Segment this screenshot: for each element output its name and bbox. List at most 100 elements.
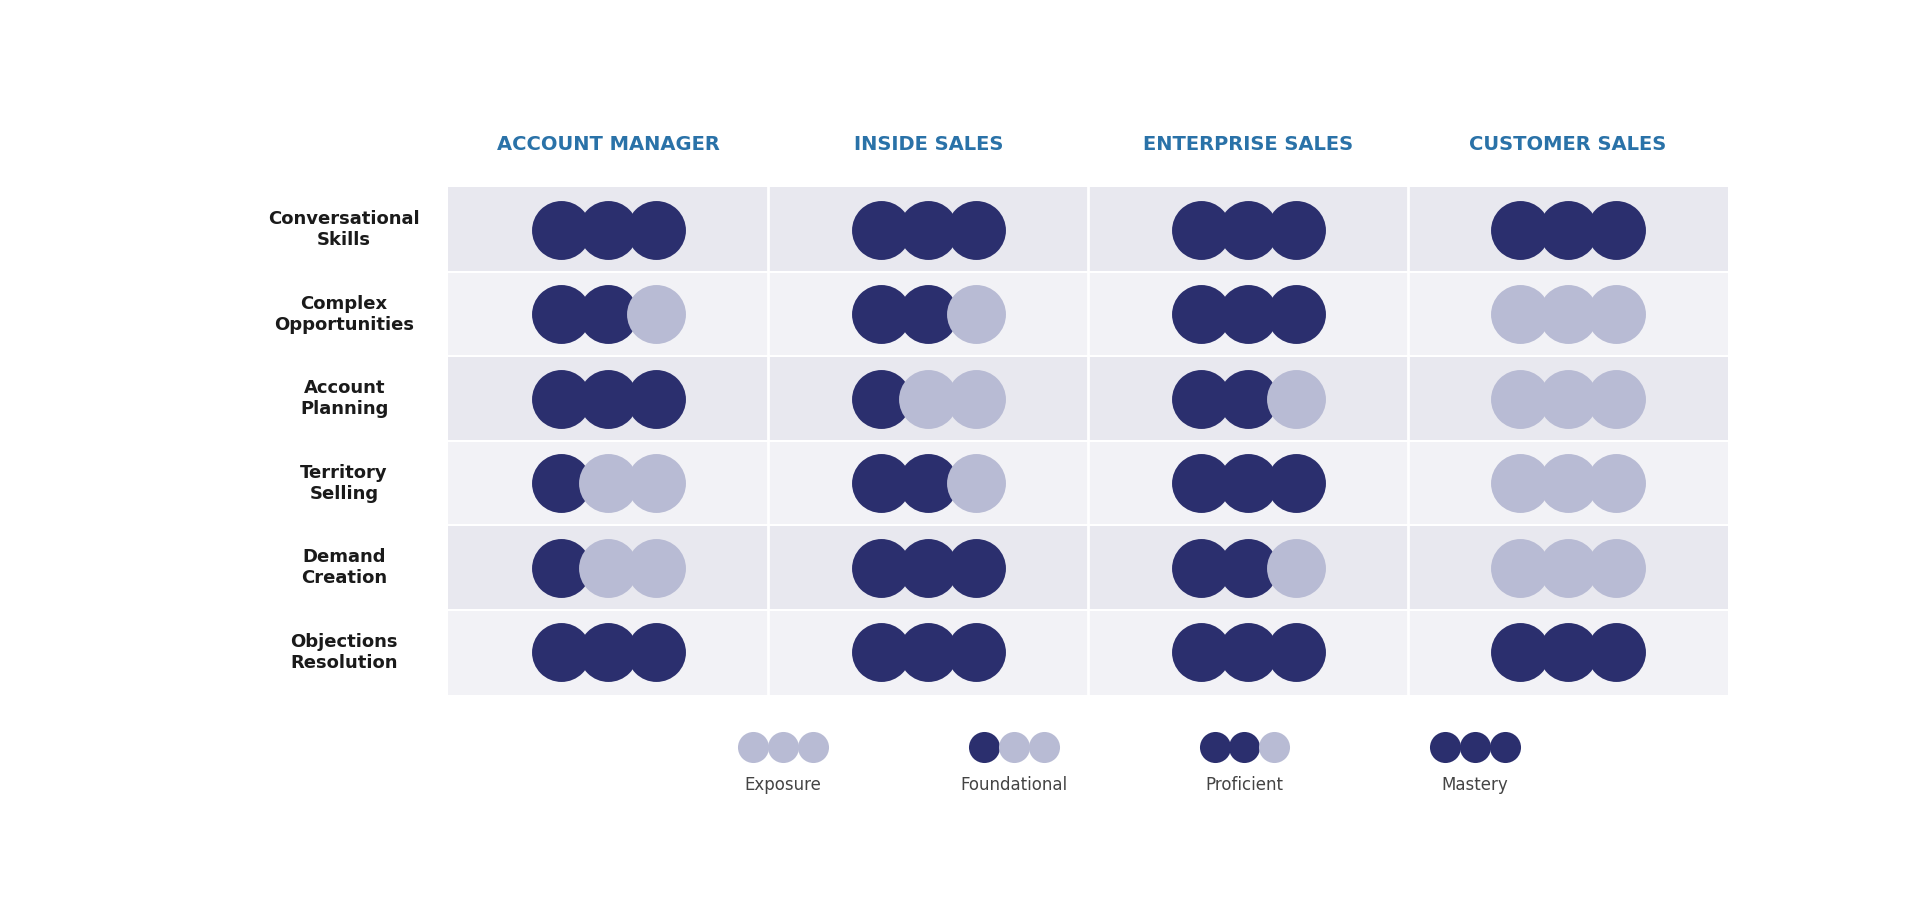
Point — [737, 740, 768, 755]
Point — [641, 560, 672, 576]
Point — [593, 476, 624, 490]
Point — [1553, 560, 1584, 576]
Point — [960, 476, 991, 490]
Point — [641, 307, 672, 321]
Point — [1599, 392, 1630, 406]
Point — [1553, 307, 1584, 321]
Point — [866, 560, 897, 576]
FancyBboxPatch shape — [449, 441, 1728, 525]
Point — [960, 392, 991, 406]
Point — [593, 392, 624, 406]
Point — [1599, 560, 1630, 576]
Text: Exposure: Exposure — [745, 776, 822, 793]
Point — [1505, 645, 1536, 660]
Text: INSIDE SALES: INSIDE SALES — [854, 135, 1002, 154]
Point — [768, 740, 799, 755]
Point — [1281, 476, 1311, 490]
Point — [1233, 476, 1263, 490]
Point — [797, 740, 828, 755]
Point — [1233, 645, 1263, 660]
Text: Proficient: Proficient — [1206, 776, 1283, 793]
Point — [1281, 222, 1311, 237]
Point — [1553, 645, 1584, 660]
Point — [641, 392, 672, 406]
Text: Demand
Creation: Demand Creation — [301, 548, 388, 587]
Point — [1233, 222, 1263, 237]
Point — [1200, 740, 1231, 755]
Point — [1505, 392, 1536, 406]
Point — [593, 222, 624, 237]
Point — [1505, 222, 1536, 237]
Point — [1233, 392, 1263, 406]
Point — [641, 476, 672, 490]
Point — [545, 560, 576, 576]
Point — [1430, 740, 1461, 755]
Point — [960, 222, 991, 237]
Point — [1281, 392, 1311, 406]
FancyBboxPatch shape — [449, 525, 1728, 610]
Point — [912, 307, 943, 321]
Point — [1185, 560, 1215, 576]
Text: Conversational
Skills: Conversational Skills — [269, 210, 420, 249]
Point — [866, 222, 897, 237]
Point — [545, 476, 576, 490]
Point — [968, 740, 998, 755]
Point — [1599, 307, 1630, 321]
Point — [1185, 476, 1215, 490]
Point — [545, 392, 576, 406]
Point — [1281, 645, 1311, 660]
Point — [1185, 307, 1215, 321]
Text: Objections
Resolution: Objections Resolution — [290, 633, 397, 672]
Point — [1233, 307, 1263, 321]
Point — [1260, 740, 1290, 755]
Point — [998, 740, 1029, 755]
Point — [1505, 476, 1536, 490]
Point — [641, 222, 672, 237]
Point — [1505, 560, 1536, 576]
Point — [545, 645, 576, 660]
Text: ACCOUNT MANAGER: ACCOUNT MANAGER — [497, 135, 720, 154]
Point — [1599, 645, 1630, 660]
FancyBboxPatch shape — [449, 356, 1728, 441]
Point — [593, 645, 624, 660]
Text: Complex
Opportunities: Complex Opportunities — [275, 295, 415, 334]
Point — [1029, 740, 1060, 755]
Point — [960, 307, 991, 321]
FancyBboxPatch shape — [449, 610, 1728, 694]
Text: Foundational: Foundational — [960, 776, 1068, 793]
Text: Account
Planning: Account Planning — [300, 379, 388, 418]
Text: Territory
Selling: Territory Selling — [300, 464, 388, 502]
Point — [1185, 222, 1215, 237]
Text: Mastery: Mastery — [1442, 776, 1509, 793]
FancyBboxPatch shape — [449, 188, 1728, 272]
Point — [866, 307, 897, 321]
Point — [912, 392, 943, 406]
Point — [866, 392, 897, 406]
Point — [912, 645, 943, 660]
Point — [912, 560, 943, 576]
Point — [1553, 476, 1584, 490]
Point — [1185, 645, 1215, 660]
Point — [1553, 222, 1584, 237]
Point — [1599, 476, 1630, 490]
Point — [1599, 222, 1630, 237]
Point — [545, 222, 576, 237]
Point — [1459, 740, 1490, 755]
Point — [1233, 560, 1263, 576]
Point — [1281, 560, 1311, 576]
Point — [1553, 392, 1584, 406]
Point — [866, 476, 897, 490]
Point — [1281, 307, 1311, 321]
Point — [641, 645, 672, 660]
Point — [1505, 307, 1536, 321]
Point — [912, 476, 943, 490]
FancyBboxPatch shape — [449, 272, 1728, 356]
Point — [866, 645, 897, 660]
Point — [912, 222, 943, 237]
Text: CUSTOMER SALES: CUSTOMER SALES — [1469, 135, 1667, 154]
Point — [960, 645, 991, 660]
Point — [593, 560, 624, 576]
Point — [1185, 392, 1215, 406]
Point — [1490, 740, 1521, 755]
Text: ENTERPRISE SALES: ENTERPRISE SALES — [1142, 135, 1354, 154]
